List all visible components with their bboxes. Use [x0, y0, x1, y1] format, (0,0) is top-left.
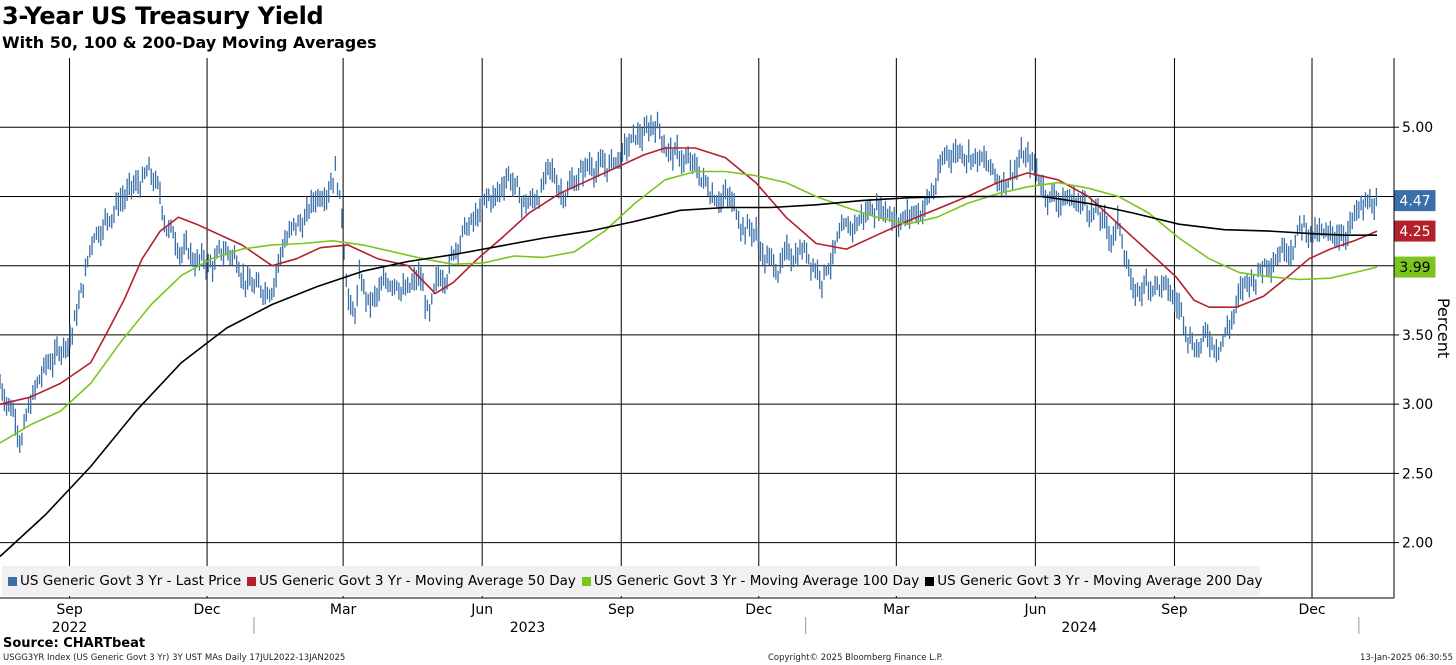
chart-title: 3-Year US Treasury Yield [2, 2, 324, 30]
end-label-last-price: 4.47 [1399, 194, 1430, 210]
x-tick-label: Dec [1298, 602, 1325, 618]
x-tick-label: Jun [470, 602, 493, 618]
y-tick-label: 2.50 [1402, 466, 1433, 482]
footer-index-info: USGG3YR Index (US Generic Govt 3 Yr) 3Y … [3, 653, 346, 663]
legend-label-ma50: US Generic Govt 3 Yr - Moving Average 50… [259, 573, 576, 589]
price-series [0, 111, 1378, 454]
end-label-last-price-box [1394, 190, 1436, 212]
year-label: 2022 [52, 620, 88, 636]
ma100-line [0, 170, 1378, 444]
legend-swatch-ma200 [925, 576, 935, 586]
end-label-ma100: 3.99 [1399, 260, 1430, 276]
footer-copyright: Copyright© 2025 Bloomberg Finance L.P. [768, 653, 944, 663]
x-tick-label: Jun [1023, 602, 1046, 618]
end-label-ma100-box [1394, 256, 1436, 278]
y-tick-label: 5.00 [1402, 120, 1433, 136]
legend-label-ma100: US Generic Govt 3 Yr - Moving Average 10… [593, 573, 920, 589]
ma50-line [0, 147, 1378, 405]
legend-swatch-ma100 [581, 576, 591, 586]
legend-swatch-ma50 [247, 576, 257, 586]
x-tick-label: Mar [883, 602, 910, 618]
legend-item-ma50: US Generic Govt 3 Yr - Moving Average 50… [247, 573, 576, 589]
legend: US Generic Govt 3 Yr - Last Price US Gen… [2, 566, 1263, 596]
x-tick-label: Sep [1161, 602, 1188, 618]
legend-swatch-last-price [8, 576, 17, 586]
legend-label-last-price: US Generic Govt 3 Yr - Last Price [20, 573, 242, 589]
year-label: 2023 [510, 620, 546, 636]
year-label: 2024 [1061, 620, 1097, 636]
y-tick-label: 3.00 [1402, 397, 1433, 413]
x-tick-label: Sep [608, 602, 635, 618]
legend-item-last-price: US Generic Govt 3 Yr - Last Price [8, 573, 241, 589]
end-label-ma50: 4.25 [1399, 224, 1430, 240]
x-tick-label: Dec [745, 602, 772, 618]
footer-timestamp: 13-Jan-2025 06:30:55 [1359, 653, 1453, 663]
source-note: Source: CHARTbeat [3, 636, 146, 651]
y-tick-label: 3.50 [1402, 328, 1433, 344]
ma200-line [0, 195, 1377, 558]
y-axis-title: Percent [1434, 298, 1453, 358]
x-tick-label: Dec [194, 602, 221, 618]
chart-subtitle: With 50, 100 & 200-Day Moving Averages [2, 33, 377, 52]
legend-label-ma200: US Generic Govt 3 Yr - Moving Average 20… [937, 573, 1263, 589]
x-tick-label: Mar [330, 602, 357, 618]
x-tick-label: Sep [56, 602, 83, 618]
legend-item-ma100: US Generic Govt 3 Yr - Moving Average 10… [581, 573, 920, 589]
legend-item-ma200: US Generic Govt 3 Yr - Moving Average 20… [925, 573, 1263, 589]
end-label-ma50-box [1394, 220, 1436, 242]
y-tick-label: 2.00 [1402, 536, 1433, 552]
